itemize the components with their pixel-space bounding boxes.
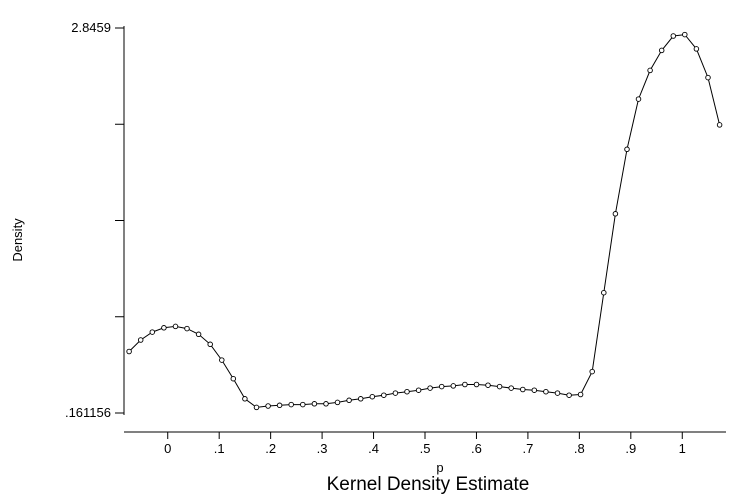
- data-point: [520, 386, 526, 393]
- data-point: [670, 33, 677, 39]
- data-point: [288, 401, 294, 408]
- data-point: [462, 381, 468, 388]
- data-point: [161, 325, 167, 331]
- data-point: [207, 341, 213, 348]
- data-point: [427, 385, 433, 391]
- data-point: [357, 396, 364, 402]
- x-tick-label: .3: [317, 441, 328, 456]
- data-point: [300, 401, 306, 408]
- data-point: [276, 402, 283, 409]
- data-point: [496, 383, 503, 390]
- x-axis-title: p: [436, 460, 443, 475]
- data-point: [311, 401, 318, 407]
- data-point: [612, 211, 619, 217]
- x-tick-label: 0: [164, 441, 171, 456]
- data-point: [450, 383, 457, 389]
- data-point: [693, 46, 700, 52]
- data-point: [323, 401, 329, 407]
- x-tick-label: .7: [522, 441, 533, 456]
- data-point: [149, 329, 156, 335]
- data-point: [242, 396, 248, 402]
- x-tick-label: .6: [471, 441, 482, 456]
- series-layer: [126, 31, 723, 411]
- data-point: [566, 392, 572, 398]
- data-point: [137, 337, 144, 343]
- data-point: [647, 67, 653, 74]
- data-point: [404, 388, 410, 395]
- data-point: [705, 74, 711, 81]
- data-point: [543, 388, 549, 395]
- data-point: [230, 375, 237, 382]
- x-tick-label: .9: [625, 441, 636, 456]
- data-point: [369, 393, 376, 400]
- data-point: [334, 399, 341, 406]
- data-point: [577, 391, 584, 398]
- data-point: [126, 348, 132, 355]
- data-point: [438, 383, 445, 390]
- chart-title: Kernel Density Estimate: [327, 474, 530, 495]
- data-point: [381, 392, 387, 398]
- data-point: [531, 387, 538, 393]
- x-tick-label: 1: [679, 441, 686, 456]
- x-tick-label: .2: [265, 441, 276, 456]
- x-tick-label: .8: [574, 441, 585, 456]
- x-axis: 0 .1 .2 .3 .4 .5 .6 .7 .8 .9 1: [124, 431, 726, 456]
- data-point: [265, 403, 271, 409]
- y-tick-label: .161156: [65, 405, 111, 420]
- y-tick-label: 2.8459: [71, 20, 111, 35]
- x-tick-label: .5: [420, 441, 431, 456]
- data-point: [346, 397, 352, 404]
- data-point: [624, 146, 630, 153]
- data-point: [508, 385, 514, 391]
- data-point: [485, 382, 491, 388]
- x-tick-label: .1: [214, 441, 225, 456]
- y-axis: .161156 2.8459: [65, 20, 125, 420]
- data-point: [658, 47, 665, 54]
- data-point: [392, 390, 399, 396]
- x-tick-label: .4: [368, 441, 379, 456]
- data-point: [415, 387, 422, 393]
- data-point: [195, 331, 202, 338]
- data-point: [253, 404, 260, 411]
- data-point: [682, 31, 688, 38]
- data-point: [635, 96, 642, 102]
- data-point: [172, 323, 179, 330]
- data-point: [716, 122, 723, 128]
- data-point: [601, 289, 607, 296]
- data-point: [219, 357, 225, 363]
- density-line: [128, 34, 721, 408]
- data-point: [184, 325, 190, 332]
- data-point: [589, 368, 595, 375]
- data-point: [473, 381, 480, 388]
- data-point: [554, 390, 561, 396]
- y-axis-title: Density: [10, 218, 25, 262]
